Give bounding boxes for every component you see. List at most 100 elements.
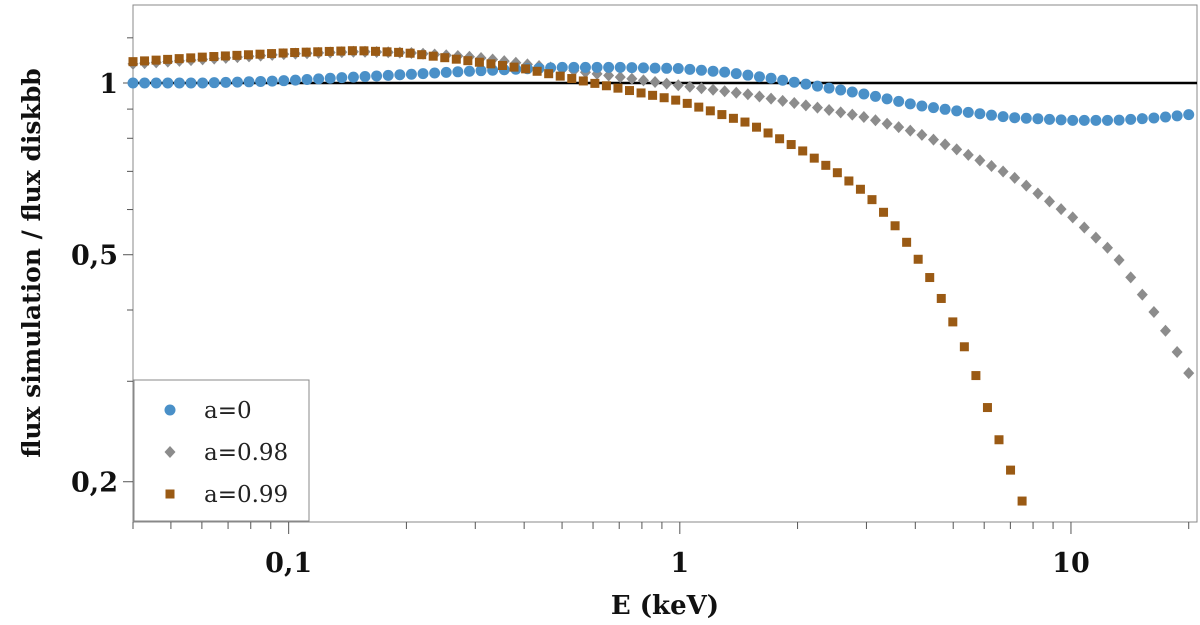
data-point [556,61,568,73]
data-point [913,254,923,264]
data-point [800,99,812,112]
data-point [1148,305,1160,318]
data-point [717,110,727,120]
data-point [971,371,981,381]
data-point [1136,113,1148,125]
data-point [752,122,762,132]
data-point [707,83,719,96]
data-point [855,184,865,194]
data-point [740,117,750,127]
data-point [1020,112,1032,124]
data-point [902,237,912,247]
data-point [220,51,230,61]
data-point [429,67,441,79]
data-point [821,160,831,170]
data-point [1009,112,1021,124]
data-point [823,103,835,116]
data-point [648,90,658,100]
data-point [948,317,958,327]
data-point [139,77,151,89]
data-point [671,95,681,105]
data-point [140,56,150,66]
data-point [777,74,789,86]
data-point [637,74,649,87]
data-point [209,52,219,62]
data-point [951,105,963,117]
data-point [800,78,812,90]
data-point [290,48,300,58]
data-point [336,72,348,84]
data-point [879,207,889,217]
data-point [1125,113,1137,125]
data-point [289,74,301,86]
data-point [243,50,253,60]
data-point [382,69,394,81]
data-point [324,46,334,56]
data-point [347,46,357,56]
data-point [382,47,392,57]
data-point [798,146,808,156]
data-point [763,128,773,138]
data-point [370,46,380,56]
data-point [578,76,588,86]
data-point [893,121,905,134]
data-point [1006,465,1016,475]
data-point [613,83,623,93]
legend-marker-circle [164,404,176,416]
data-point [1125,271,1137,284]
data-point [1043,195,1055,208]
data-point [266,75,278,87]
data-point [243,76,255,88]
axis-ticks: 0,1 1 10 0,2 0,5 1 [71,37,1190,579]
data-point [869,114,881,127]
data-point [881,117,893,130]
data-point [614,71,626,84]
data-point [313,47,323,57]
data-point [925,273,935,283]
data-point [869,90,881,102]
data-point [428,51,438,61]
data-point [1102,114,1114,126]
data-point [579,61,591,73]
data-point [255,75,267,87]
data-point [1183,367,1195,380]
data-point [959,342,969,352]
data-point [684,63,696,75]
data-point [394,47,404,57]
legend: a=0 a=0.98 a=0.99 [133,379,310,522]
data-point [1009,171,1021,184]
data-point [858,88,870,100]
data-point [231,76,243,88]
data-point [128,57,138,67]
data-point [163,54,173,64]
data-point [1032,187,1044,200]
data-point [1136,288,1148,301]
data-point [359,46,369,56]
y-tick-label: 1 [99,69,118,100]
data-point [684,80,696,93]
data-point [603,61,615,73]
data-point [695,82,707,95]
data-point [777,94,789,107]
data-point [1090,231,1102,244]
data-point [474,57,484,67]
data-point [927,102,939,114]
data-point [904,124,916,137]
data-point [185,77,197,89]
data-point [707,65,719,77]
data-point [301,47,311,57]
data-point [811,101,823,114]
data-point [267,49,277,59]
data-point [150,77,162,89]
data-point [858,110,870,123]
data-point [788,76,800,88]
data-point [730,68,742,80]
data-point [661,62,673,74]
data-point [881,93,893,105]
data-point [659,93,669,103]
data-point [974,154,986,167]
data-point [753,90,765,103]
data-point [1032,113,1044,125]
data-point [753,71,765,83]
